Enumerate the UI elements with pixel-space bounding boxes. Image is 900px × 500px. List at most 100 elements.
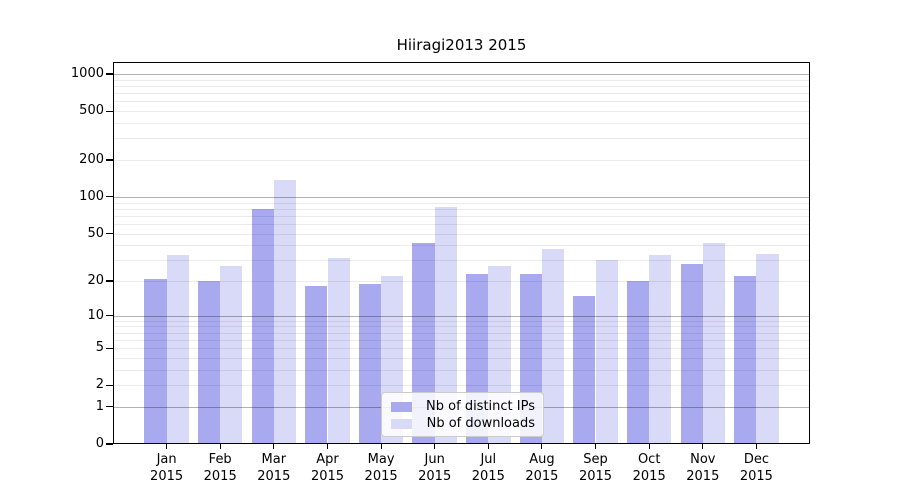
minor-gridline [113,233,810,235]
x-label-month: Oct [637,452,661,467]
legend-label: Nb of downloads [426,416,535,431]
legend: Nb of distinct IPs Nb of downloads [381,392,544,437]
minor-gridline [113,79,810,81]
major-gridline [113,74,810,75]
x-label-year: 2015 [418,469,452,484]
chart-title: Hiiragi2013 2015 [396,36,527,54]
y-axis-tick [106,232,113,235]
x-axis-tick [594,444,597,449]
minor-gridline [113,245,810,247]
minor-gridline [113,123,810,124]
minor-gridline [113,208,810,210]
y-axis-tick [106,406,113,408]
bar-downloads [327,258,350,444]
legend-label: Nb of distinct IPs [426,399,535,414]
legend-swatch-distinct-ips [391,401,412,412]
y-axis-tick [106,280,113,282]
x-label-month: Apr [316,452,339,467]
bar-downloads [434,206,457,444]
bar-distinct-ips [358,283,382,444]
minor-gridline [113,326,810,328]
bar-downloads [220,265,243,444]
bar-distinct-ips [197,281,221,444]
minor-gridline [113,86,810,87]
minor-gridline [113,348,810,350]
x-label-year: 2015 [364,469,398,484]
x-label-year: 2015 [525,469,559,484]
x-axis-tick [166,444,168,449]
major-gridline [113,196,810,198]
x-axis-tick [273,444,275,449]
y-axis-tick [106,384,113,386]
y-tick-label: 0 [95,436,104,451]
y-axis-tick [106,315,113,317]
x-tick-label: Feb 2015 [192,451,248,485]
x-label-year: 2015 [203,469,237,484]
minor-gridline [113,215,810,217]
y-axis-tick [106,347,113,349]
x-label-month: Feb [208,452,232,467]
x-tick-label: Aug 2015 [514,451,570,485]
bar-downloads [756,253,779,444]
bar-downloads [166,255,189,444]
x-axis-tick [219,444,221,449]
x-tick-label: Mar 2015 [246,451,302,485]
bar-downloads [541,249,565,444]
x-label-year: 2015 [632,469,666,484]
legend-swatch-downloads [391,418,412,429]
y-tick-label: 2 [95,377,104,393]
plot-area [113,62,810,444]
legend-entry: Nb of downloads [391,415,535,432]
x-tick-label: Nov 2015 [675,451,731,485]
x-label-month: Jan [156,452,177,467]
minor-gridline [113,111,810,113]
bar-downloads [649,255,672,444]
x-label-year: 2015 [257,469,291,484]
y-axis-tick [106,73,113,75]
x-label-month: Jul [480,452,497,467]
bar-distinct-ips [734,276,757,444]
x-label-month: May [367,452,395,467]
y-tick-label: 1000 [70,66,104,81]
x-label-month: Nov [690,452,716,467]
y-tick-label: 500 [79,103,104,119]
bar-distinct-ips [305,286,328,444]
y-tick-label: 10 [87,307,104,323]
minor-gridline [113,281,810,282]
minor-gridline [113,101,810,103]
bar-downloads [595,260,618,444]
y-tick-label: 100 [79,188,104,204]
x-label-year: 2015 [739,469,773,484]
x-axis-tick [755,444,757,449]
legend-entry: Nb of distinct IPs [391,398,535,415]
y-axis-tick [106,443,113,445]
x-tick-label: Oct 2015 [621,451,677,485]
x-label-year: 2015 [686,469,720,484]
y-axis-tick [106,110,113,112]
x-tick-label: May 2015 [353,451,409,485]
x-axis-tick [434,444,436,449]
bar-distinct-ips [573,295,596,444]
x-axis-tick [648,444,650,449]
minor-gridline [113,320,810,322]
y-tick-label: 1 [95,398,104,414]
minor-gridline [113,339,810,341]
bar-downloads [273,179,297,444]
x-tick-label: Jan 2015 [139,451,195,485]
bar-distinct-ips [626,281,650,444]
minor-gridline [113,138,810,140]
x-tick-label: Sep 2015 [568,451,624,485]
x-label-month: Sep [583,452,608,467]
x-axis-tick [702,444,704,449]
bar-distinct-ips [144,278,167,444]
x-tick-label: Jun 2015 [407,451,463,485]
minor-gridline [113,332,810,334]
x-label-year: 2015 [578,469,613,484]
bar-downloads [702,242,726,444]
x-label-month: Aug [529,452,555,467]
x-axis-tick [487,444,489,449]
x-label-year: 2015 [150,469,184,484]
bar-distinct-ips [251,208,274,444]
x-label-month: Mar [261,452,287,467]
